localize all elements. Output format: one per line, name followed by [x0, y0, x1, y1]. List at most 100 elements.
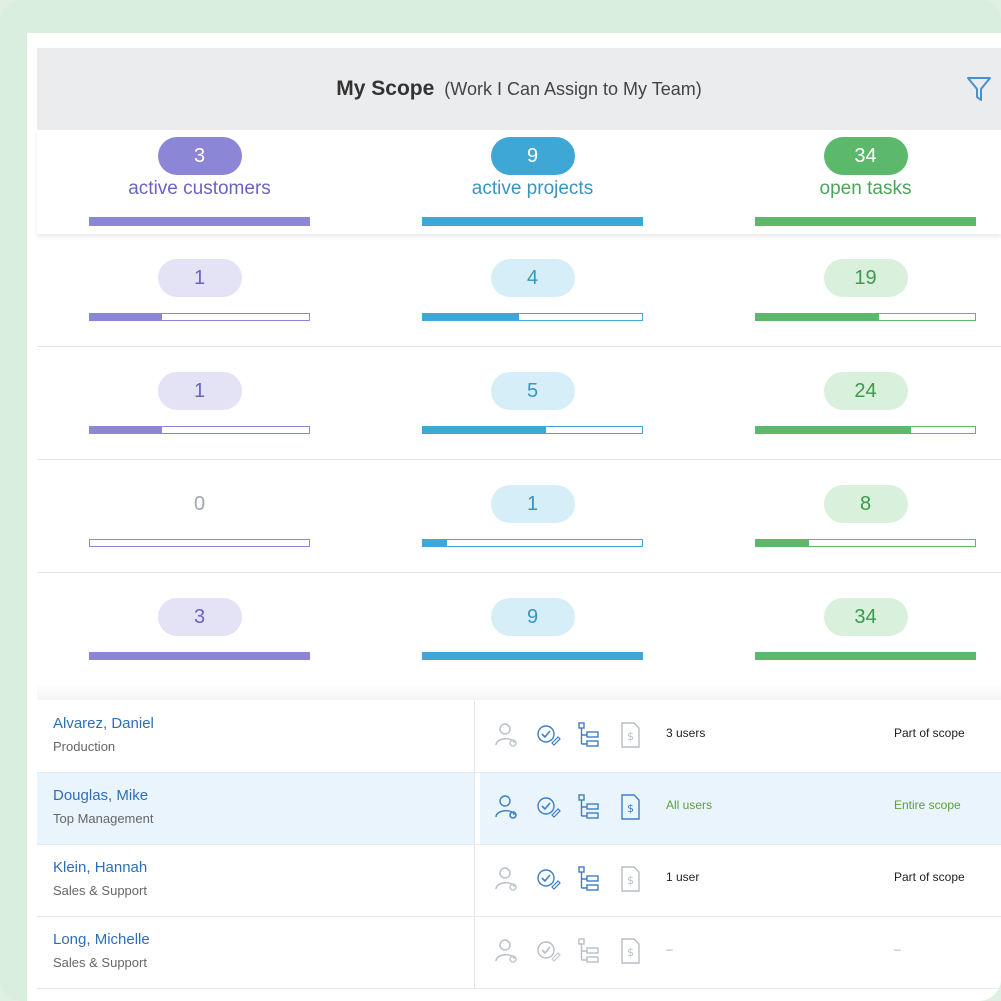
billing-doc-icon[interactable]: $ — [617, 865, 643, 893]
user-row[interactable]: Long, Michelle Sales & Support $ – – — [37, 917, 1001, 989]
projects-count-badge: 9 — [490, 137, 575, 175]
scope-status[interactable]: – — [894, 942, 901, 956]
tasks-cell[interactable]: 34 — [755, 598, 976, 660]
user-info-cell: Long, Michelle Sales & Support — [37, 917, 475, 988]
divider — [37, 684, 1001, 700]
projects-progress-fill — [423, 314, 520, 320]
tasks-progress-fill — [756, 427, 912, 433]
user-info-cell: Alvarez, Daniel Production — [37, 701, 475, 772]
tasks-count-badge: 34 — [823, 598, 908, 636]
assigned-users-count[interactable]: 3 users — [666, 726, 706, 740]
svg-text:$: $ — [627, 874, 634, 887]
assigned-users-count[interactable]: All users — [666, 798, 713, 812]
check-edit-icon[interactable] — [535, 865, 561, 893]
check-edit-icon[interactable] — [535, 793, 561, 821]
projects-label: active projects — [471, 178, 594, 199]
customers-progress-fill — [90, 427, 163, 433]
tasks-cell[interactable]: 19 — [755, 259, 976, 321]
user-name-link[interactable]: Alvarez, Daniel — [53, 715, 154, 732]
customers-count-badge: 1 — [157, 372, 242, 410]
stat-row: 0 1 8 — [37, 460, 1001, 573]
stat-row: 1 4 19 — [37, 234, 1001, 347]
user-name-link[interactable]: Douglas, Mike — [53, 787, 149, 804]
hierarchy-icon[interactable] — [576, 937, 602, 965]
hierarchy-icon[interactable] — [576, 793, 602, 821]
filter-icon[interactable] — [965, 74, 993, 104]
assigned-users-count[interactable]: 1 user — [666, 870, 700, 884]
tasks-progress-fill — [756, 540, 809, 546]
tasks-count-badge: 19 — [823, 259, 908, 297]
customers-cell[interactable]: 0 — [89, 485, 310, 547]
projects-cell[interactable]: 4 — [422, 259, 643, 321]
customers-progress-bar — [89, 652, 310, 660]
projects-progress-fill — [423, 540, 448, 546]
scope-status[interactable]: Part of scope — [894, 870, 965, 884]
billing-doc-icon[interactable]: $ — [617, 721, 643, 749]
projects-progress-bar — [422, 539, 643, 547]
projects-count-badge: 1 — [490, 485, 575, 523]
projects-progress-fill — [423, 427, 546, 433]
projects-cell[interactable]: 1 — [422, 485, 643, 547]
customers-cell[interactable]: 1 — [89, 372, 310, 434]
tasks-cell[interactable]: 8 — [755, 485, 976, 547]
customers-progress-fill — [90, 653, 309, 659]
projects-count-badge: 5 — [490, 372, 575, 410]
hierarchy-icon[interactable] — [576, 721, 602, 749]
user-row[interactable]: Douglas, Mike Top Management $ All users Ent… — [37, 773, 1001, 845]
billing-doc-icon[interactable]: $ — [617, 793, 643, 821]
billing-doc-icon[interactable]: $ — [617, 937, 643, 965]
projects-cell[interactable]: 9 — [422, 598, 643, 660]
tasks-label: open tasks — [819, 178, 912, 199]
user-permissions-cell: $1 user Part of scope — [480, 845, 1001, 916]
user-list: Alvarez, Daniel Production $3 users Part of… — [37, 701, 1001, 1001]
user-settings-icon[interactable] — [494, 793, 520, 821]
user-name-link[interactable]: Long, Michelle — [53, 931, 150, 948]
scope-status[interactable]: Entire scope — [894, 798, 961, 812]
tasks-progress-bar — [755, 539, 976, 547]
hierarchy-icon[interactable] — [576, 865, 602, 893]
customers-count-badge: 3 — [157, 137, 242, 175]
summary-tasks[interactable]: 34 open tasks — [755, 130, 976, 202]
projects-bar — [422, 217, 643, 226]
tasks-progress-bar — [755, 652, 976, 660]
scope-status[interactable]: Part of scope — [894, 726, 965, 740]
user-settings-icon[interactable] — [494, 937, 520, 965]
check-edit-icon[interactable] — [535, 721, 561, 749]
customers-progress-bar — [89, 539, 310, 547]
customers-count-badge: 3 — [157, 598, 242, 636]
user-department: Sales & Support — [53, 883, 147, 898]
projects-progress-bar — [422, 313, 643, 321]
user-permissions-cell: $ – – — [480, 917, 1001, 988]
svg-text:$: $ — [627, 946, 634, 959]
svg-text:$: $ — [627, 802, 634, 815]
user-row[interactable]: Alvarez, Daniel Production $3 users Part of… — [37, 701, 1001, 773]
assigned-users-count[interactable]: – — [666, 942, 673, 956]
tasks-bar — [755, 217, 976, 226]
summary-row: 3 active customers 9 active projects 34 … — [37, 130, 1001, 234]
customers-cell[interactable]: 3 — [89, 598, 310, 660]
user-row[interactable]: Klein, Hannah Sales & Support $1 user Part … — [37, 845, 1001, 917]
user-settings-icon[interactable] — [494, 865, 520, 893]
check-edit-icon[interactable] — [535, 937, 561, 965]
user-info-cell: Klein, Hannah Sales & Support — [37, 845, 475, 916]
summary-customers[interactable]: 3 active customers — [89, 130, 310, 202]
user-permissions-cell: $3 users Part of scope — [480, 701, 1001, 772]
projects-count-badge: 4 — [490, 259, 575, 297]
customers-count-badge: 0 — [193, 492, 206, 515]
user-name-link[interactable]: Klein, Hannah — [53, 859, 148, 876]
user-permissions-cell: $ All users Entire scope — [480, 773, 1001, 844]
customers-bar — [89, 217, 310, 226]
svg-text:$: $ — [627, 730, 634, 743]
summary-projects[interactable]: 9 active projects — [422, 130, 643, 202]
tasks-count-badge: 24 — [823, 372, 908, 410]
projects-cell[interactable]: 5 — [422, 372, 643, 434]
user-settings-icon[interactable] — [494, 721, 520, 749]
customers-cell[interactable]: 1 — [89, 259, 310, 321]
customers-progress-fill — [90, 314, 163, 320]
projects-progress-fill — [423, 653, 642, 659]
tasks-progress-bar — [755, 426, 976, 434]
tasks-cell[interactable]: 24 — [755, 372, 976, 434]
page-title: My Scope — [336, 77, 435, 100]
user-info-cell: Douglas, Mike Top Management — [37, 773, 475, 844]
